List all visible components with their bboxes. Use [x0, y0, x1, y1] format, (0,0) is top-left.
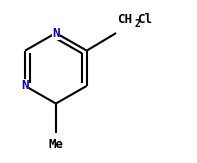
Text: CH: CH [118, 13, 133, 26]
Text: N: N [52, 27, 60, 39]
Text: 2: 2 [135, 19, 140, 29]
Text: Me: Me [48, 138, 63, 151]
Text: Cl: Cl [138, 13, 152, 26]
Text: N: N [21, 79, 29, 92]
